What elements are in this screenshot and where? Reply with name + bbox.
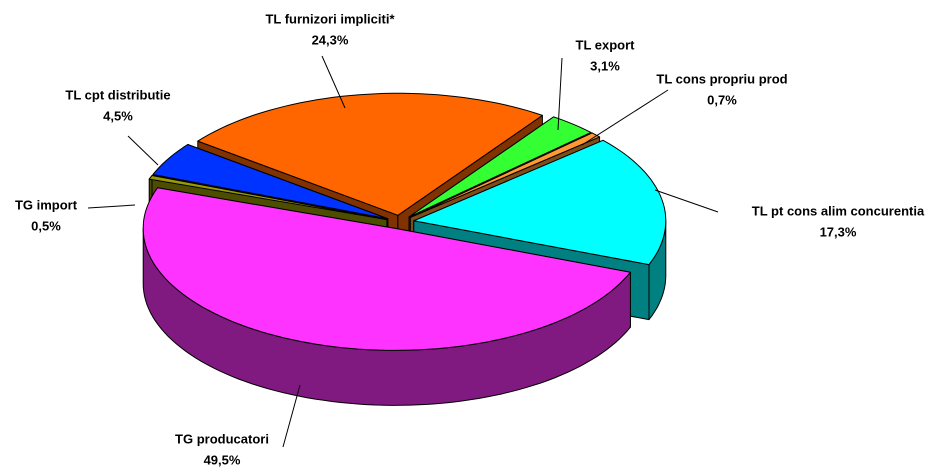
slice [142,187,631,351]
slice [409,132,601,218]
slice-label: TL cons propriu prod [656,71,787,86]
leader-line [282,384,301,448]
value-label: 24,3% [312,32,349,47]
value-label: 0,7% [707,92,737,107]
leader-line [581,89,669,146]
leader-line [127,135,159,166]
slice [413,139,667,266]
slice [152,144,389,220]
slice-label: TG producatori [175,431,269,446]
value-label: 17,3% [820,224,857,239]
value-label: 49,5% [204,452,241,467]
slice-label: TL furnizori impliciti* [265,11,395,26]
slice [142,187,631,406]
leader-line [654,189,719,213]
leader-line [321,55,346,109]
slice [197,92,543,216]
slice [148,175,388,221]
slice [408,116,592,218]
slice-label: TL cpt distributie [65,87,170,102]
value-label: 4,5% [103,108,133,123]
leader-line [87,204,136,209]
value-label: 3,1% [590,58,620,73]
slice-label: TG import [15,197,78,212]
leader-line [557,57,563,131]
slice-label: TL pt cons alim concurentia [752,203,925,218]
value-label: 0,5% [31,218,61,233]
slice-label: TL export [576,37,636,52]
